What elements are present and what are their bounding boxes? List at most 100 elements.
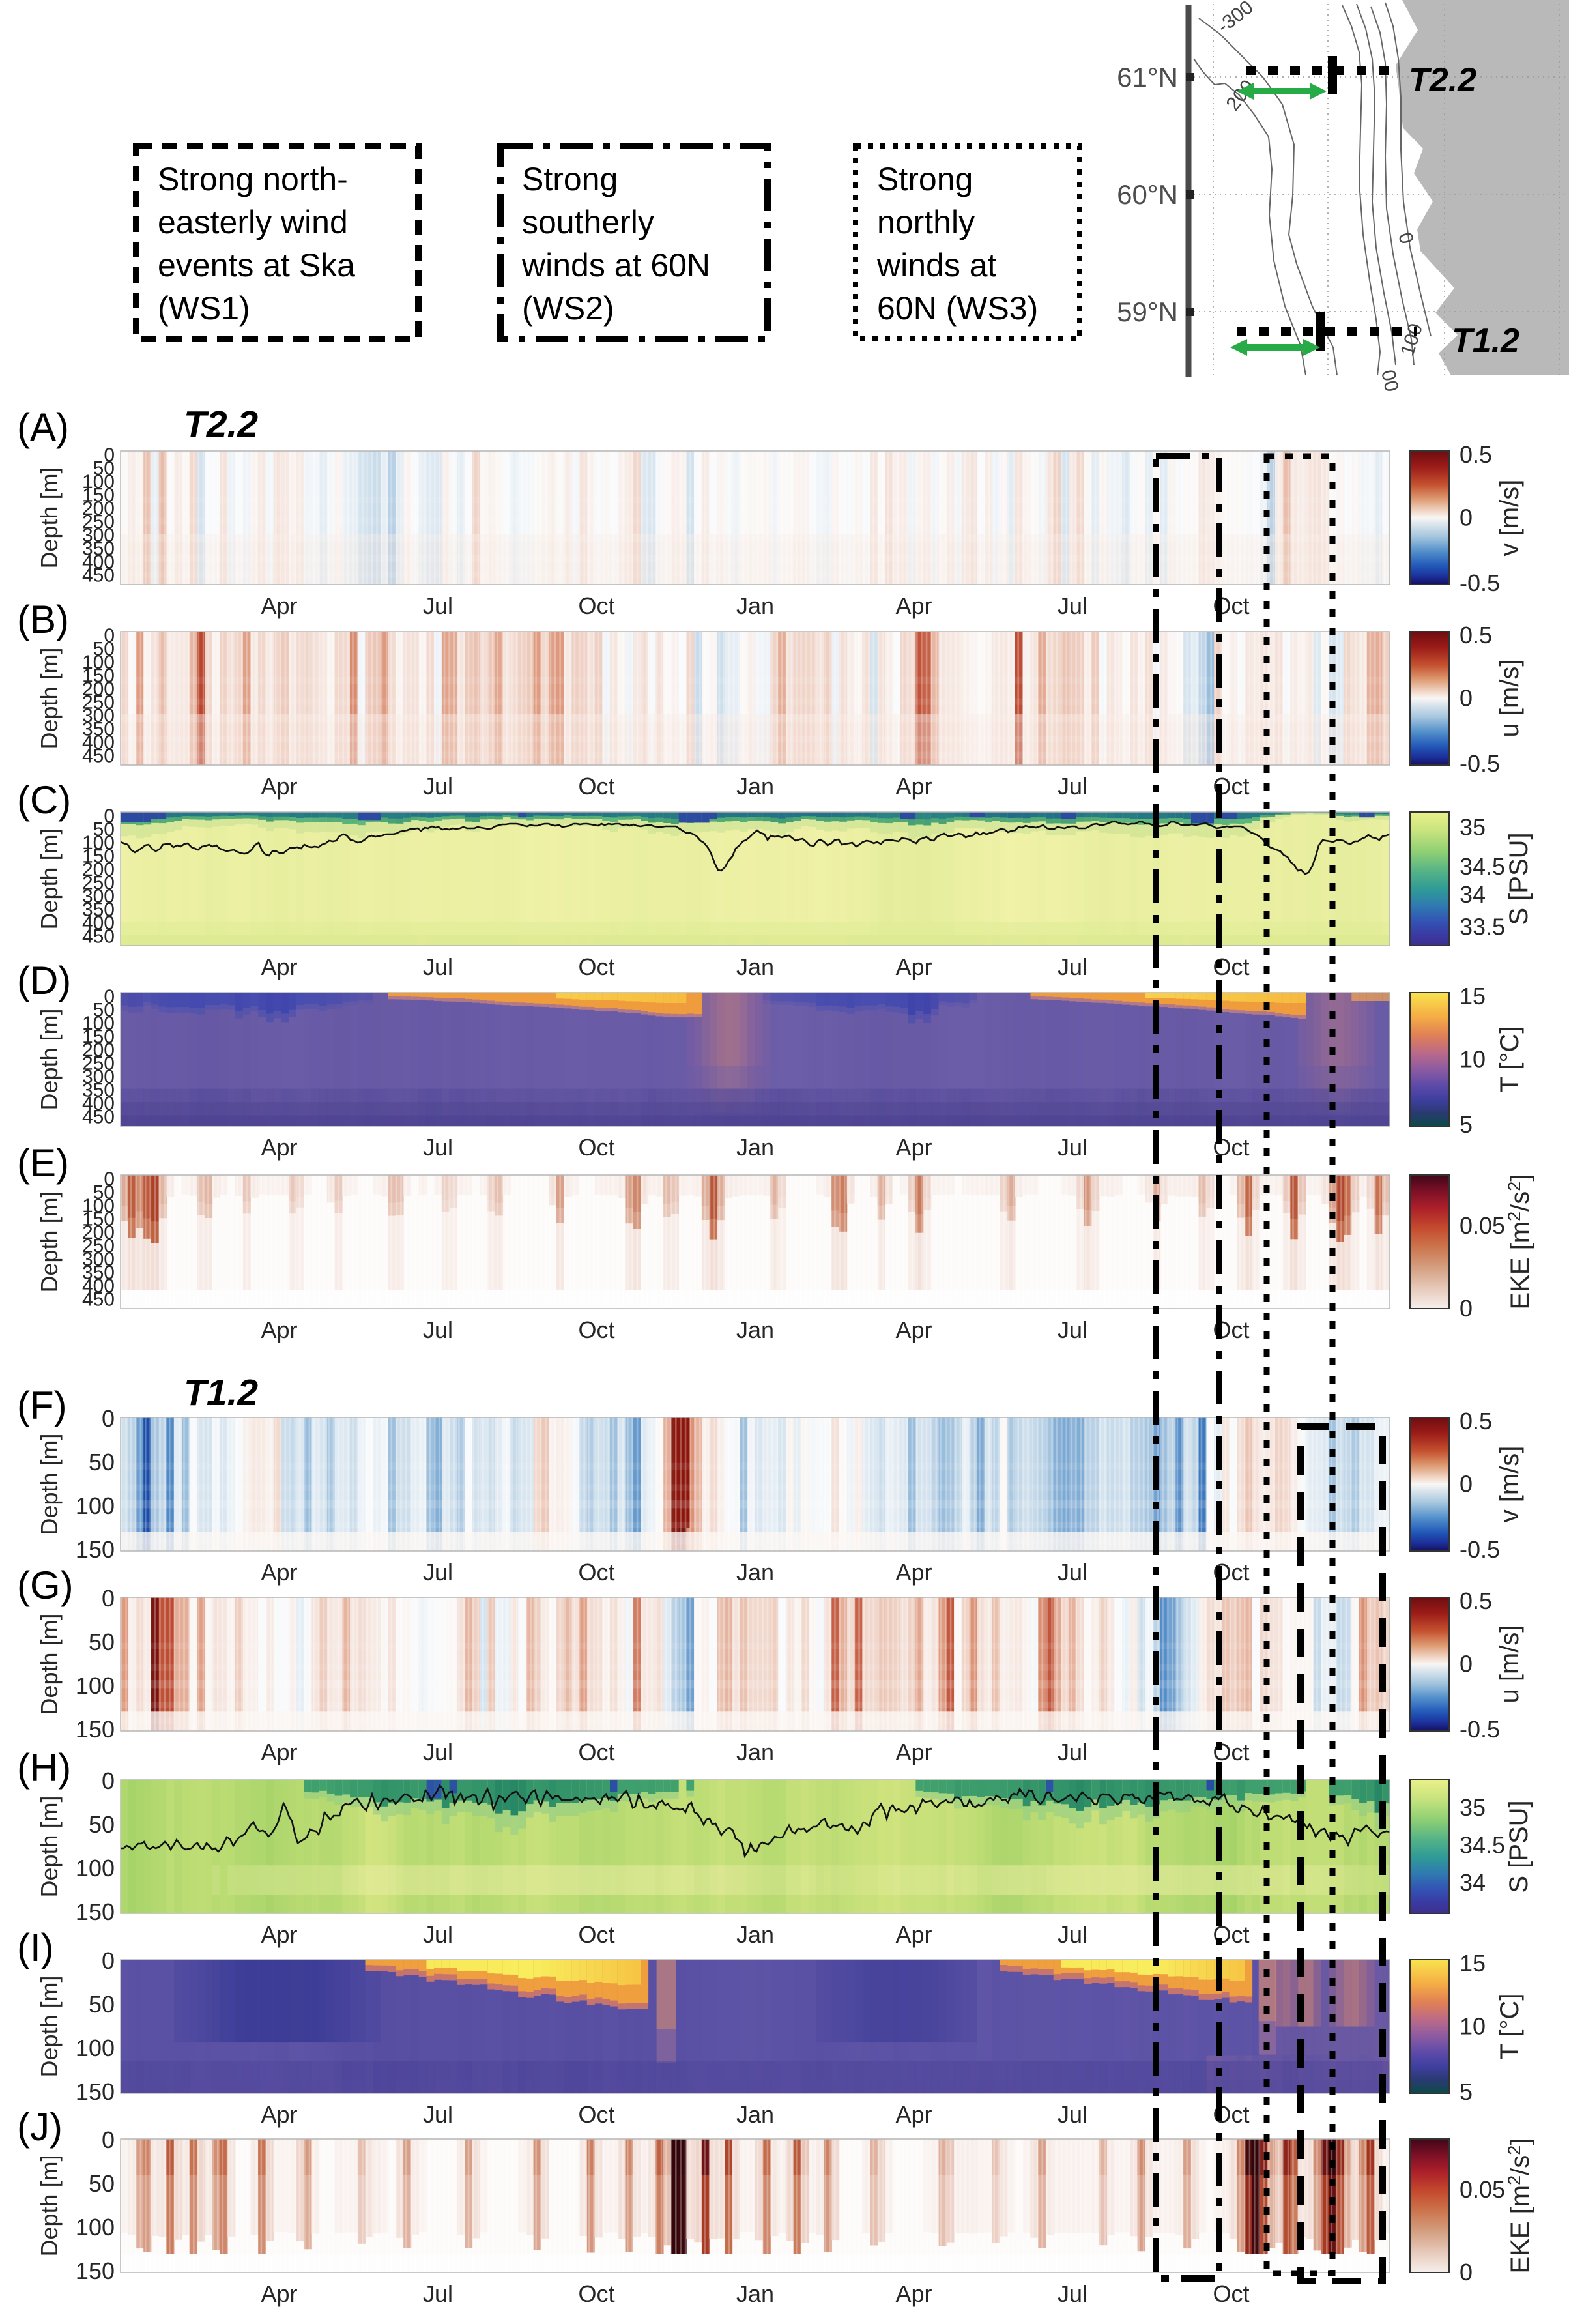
- svg-text:10: 10: [1460, 1046, 1486, 1073]
- svg-text:Jul: Jul: [1058, 2280, 1087, 2307]
- svg-text:50: 50: [89, 1629, 115, 1655]
- svg-text:Oct: Oct: [1213, 2280, 1249, 2307]
- svg-text:0: 0: [104, 625, 115, 646]
- svg-text:100: 100: [76, 2214, 115, 2241]
- svg-text:150: 150: [76, 2078, 115, 2105]
- svg-text:150: 150: [82, 1209, 115, 1230]
- svg-text:50: 50: [89, 1449, 115, 1475]
- svg-text:Apr: Apr: [895, 1559, 932, 1586]
- svg-text:Jul: Jul: [423, 953, 453, 980]
- svg-text:Depth [m]: Depth [m]: [36, 647, 63, 749]
- svg-text:Jan: Jan: [736, 1559, 774, 1586]
- svg-text:Jan: Jan: [736, 592, 774, 619]
- svg-text:u [m/s]: u [m/s]: [1495, 659, 1524, 737]
- svg-text:Jul: Jul: [1058, 1559, 1087, 1586]
- svg-text:200: 200: [82, 678, 115, 700]
- svg-text:150: 150: [82, 846, 115, 867]
- svg-text:S [PSU]: S [PSU]: [1504, 1800, 1533, 1893]
- svg-text:Jan: Jan: [736, 2280, 774, 2307]
- svg-text:Jul: Jul: [423, 1739, 453, 1765]
- svg-text:10: 10: [1460, 2013, 1486, 2040]
- svg-text:5: 5: [1460, 2078, 1473, 2105]
- svg-text:(E): (E): [17, 1141, 69, 1185]
- svg-text:southerly: southerly: [522, 204, 654, 240]
- svg-text:50: 50: [93, 639, 115, 660]
- svg-text:61°N: 61°N: [1117, 62, 1178, 93]
- svg-text:150: 150: [76, 1536, 115, 1563]
- svg-text:T1.2: T1.2: [1452, 322, 1519, 360]
- svg-text:Jul: Jul: [423, 2101, 453, 2128]
- svg-text:Apr: Apr: [895, 1921, 932, 1948]
- svg-text:0.5: 0.5: [1460, 1408, 1492, 1434]
- svg-text:100: 100: [82, 1195, 115, 1217]
- svg-text:Apr: Apr: [895, 1316, 932, 1343]
- svg-text:00: 00: [1377, 368, 1402, 394]
- svg-text:400: 400: [82, 1275, 115, 1297]
- svg-text:Depth [m]: Depth [m]: [36, 1795, 63, 1897]
- svg-text:0: 0: [1460, 1471, 1473, 1498]
- svg-text:Apr: Apr: [895, 2280, 932, 2307]
- svg-text:Jul: Jul: [1058, 773, 1087, 800]
- svg-text:Jul: Jul: [423, 1921, 453, 1948]
- svg-text:100: 100: [82, 832, 115, 854]
- svg-text:Strong: Strong: [522, 161, 618, 197]
- svg-text:-0.5: -0.5: [1460, 1716, 1500, 1743]
- svg-text:0: 0: [1460, 685, 1473, 712]
- svg-text:300: 300: [82, 1066, 115, 1088]
- svg-text:Apr: Apr: [895, 773, 932, 800]
- svg-text:400: 400: [82, 551, 115, 573]
- svg-text:50: 50: [89, 1811, 115, 1838]
- svg-text:250: 250: [82, 1236, 115, 1257]
- svg-text:Depth [m]: Depth [m]: [36, 467, 63, 568]
- svg-text:Apr: Apr: [261, 1739, 297, 1765]
- svg-text:0: 0: [104, 444, 115, 466]
- svg-text:35: 35: [1460, 1794, 1486, 1821]
- svg-text:100: 100: [76, 1855, 115, 1881]
- svg-text:50: 50: [93, 1000, 115, 1021]
- svg-text:350: 350: [82, 538, 115, 560]
- svg-text:Jul: Jul: [423, 1559, 453, 1586]
- svg-text:Depth [m]: Depth [m]: [36, 1008, 63, 1110]
- svg-text:300: 300: [82, 705, 115, 727]
- svg-text:Oct: Oct: [578, 2101, 614, 2128]
- svg-text:250: 250: [82, 873, 115, 894]
- svg-text:Jul: Jul: [1058, 1739, 1087, 1765]
- svg-text:60°N: 60°N: [1117, 179, 1178, 210]
- svg-text:-0.5: -0.5: [1460, 750, 1500, 777]
- svg-text:Apr: Apr: [261, 1134, 297, 1161]
- svg-text:250: 250: [82, 512, 115, 533]
- svg-text:0: 0: [104, 986, 115, 1008]
- svg-text:(WS1): (WS1): [158, 290, 250, 327]
- svg-text:winds at 60N: winds at 60N: [521, 247, 710, 283]
- svg-text:400: 400: [82, 732, 115, 753]
- svg-text:0: 0: [104, 806, 115, 827]
- svg-text:150: 150: [76, 1716, 115, 1743]
- svg-text:Depth [m]: Depth [m]: [36, 1191, 63, 1292]
- svg-text:Jul: Jul: [423, 1134, 453, 1161]
- svg-text:0.05: 0.05: [1460, 2176, 1505, 2203]
- svg-text:300: 300: [82, 525, 115, 546]
- svg-text:0: 0: [1460, 1651, 1473, 1678]
- svg-text:0: 0: [102, 2127, 115, 2153]
- svg-text:Oct: Oct: [578, 2280, 614, 2307]
- svg-text:100: 100: [76, 1672, 115, 1699]
- svg-text:Apr: Apr: [261, 1559, 297, 1586]
- svg-text:Jul: Jul: [1058, 953, 1087, 980]
- svg-text:0: 0: [102, 1405, 115, 1432]
- svg-text:S [PSU]: S [PSU]: [1504, 832, 1533, 925]
- svg-text:200: 200: [82, 498, 115, 519]
- svg-text:Apr: Apr: [261, 2280, 297, 2307]
- svg-text:Depth [m]: Depth [m]: [36, 1975, 63, 2077]
- svg-text:Apr: Apr: [895, 2101, 932, 2128]
- svg-text:Depth [m]: Depth [m]: [36, 1433, 63, 1535]
- svg-text:(C): (C): [17, 778, 71, 822]
- svg-text:T2.2: T2.2: [1409, 61, 1476, 99]
- svg-text:0: 0: [1460, 504, 1473, 531]
- svg-text:Depth [m]: Depth [m]: [36, 828, 63, 929]
- svg-text:(B): (B): [17, 598, 69, 641]
- svg-text:450: 450: [82, 1289, 115, 1311]
- svg-text:T [°C]: T [°C]: [1495, 1026, 1524, 1093]
- svg-text:0: 0: [102, 1767, 115, 1794]
- svg-text:150: 150: [76, 2258, 115, 2284]
- svg-text:34.5: 34.5: [1460, 1831, 1505, 1858]
